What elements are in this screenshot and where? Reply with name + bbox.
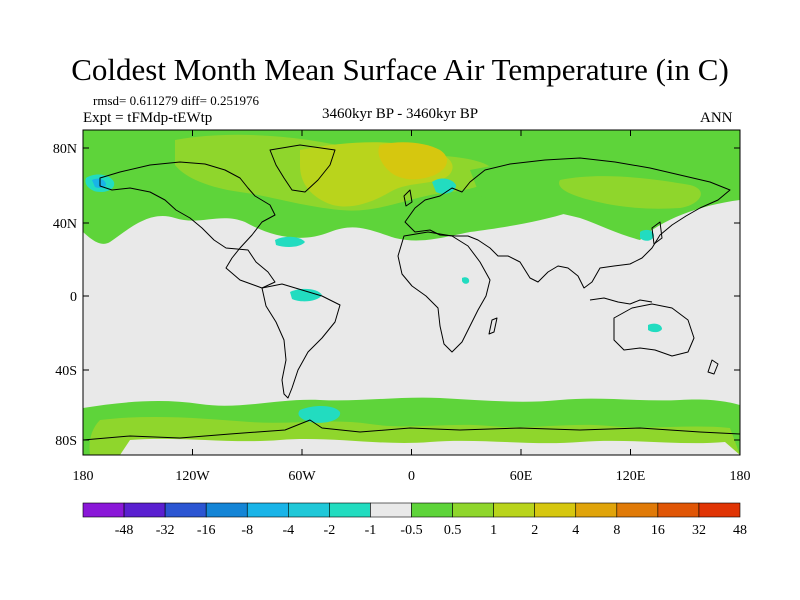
colorbar-swatch <box>205 502 248 518</box>
field-amazon-cyan <box>290 288 322 302</box>
coast-australia <box>613 303 695 357</box>
colorbar-label: -4 <box>282 523 294 538</box>
coast-newzealand <box>707 359 719 375</box>
colorbar-swatch <box>411 502 453 518</box>
lat-tick-label: 80S <box>55 434 77 449</box>
colorbar-swatch <box>452 502 494 518</box>
period-label: 3460kyr BP - 3460kyr BP <box>322 106 479 122</box>
colorbar-label: -2 <box>324 523 336 538</box>
coast-madagascar <box>488 317 498 335</box>
lat-tick-label: 0 <box>70 290 77 305</box>
colorbar-label: 2 <box>531 523 538 538</box>
coast-south-america <box>261 283 341 399</box>
colorbar-label: 4 <box>572 523 579 538</box>
field-arctic-gold <box>378 142 447 180</box>
lat-tick-label: 40N <box>53 217 77 232</box>
field-southpacific-cyan <box>298 406 341 423</box>
colorbar-swatch <box>575 502 618 518</box>
field-alaska-blue <box>92 178 106 188</box>
season-label: ANN <box>700 110 733 126</box>
coast-greenland <box>269 144 336 193</box>
lon-tick-label: 120E <box>616 469 646 484</box>
colorbar-label: 48 <box>733 523 747 538</box>
coast-north-america <box>99 161 276 289</box>
colorbar-swatch <box>370 502 412 518</box>
colorbar-label: -16 <box>197 523 216 538</box>
stats-label: rmsd= 0.611279 diff= 0.251976 <box>93 93 259 108</box>
lon-tick-label: 180 <box>730 469 751 484</box>
colorbar-label: 8 <box>613 523 620 538</box>
lon-tick-label: 180 <box>73 469 94 484</box>
colorbar-swatch <box>698 502 741 518</box>
coastlines <box>83 144 740 441</box>
field-antarctic-gray <box>120 438 740 455</box>
field-australia-cyan <box>648 323 662 333</box>
field-scandinavia-cyan <box>432 178 456 194</box>
colorbar: -48 -32 -16 -8 -4 -2 -1 -0.5 0.5 1 2 4 8 16 32 48 <box>82 502 747 538</box>
field-japan-cyan <box>640 229 654 241</box>
coast-japan <box>651 221 663 245</box>
field-asia-lime <box>559 176 701 209</box>
colorbar-label: -1 <box>365 523 377 538</box>
colorbar-swatch <box>534 502 577 518</box>
map-axes: 80N 40N 0 40S 80S 180 120W 60W 0 60E 120E 180 <box>53 130 751 484</box>
lon-tick-label: 0 <box>408 469 415 484</box>
colorbar-label: -48 <box>115 523 134 538</box>
coast-antarctica <box>83 419 740 441</box>
experiment-label: Expt = tFMdp-tEWtp <box>83 110 213 126</box>
lon-tick-label: 60E <box>510 469 533 484</box>
colorbar-label: -32 <box>156 523 175 538</box>
colorbar-swatch <box>164 502 207 518</box>
field-atlantic-cyan <box>275 236 305 247</box>
colorbar-label: 0.5 <box>444 523 462 538</box>
colorbar-swatch <box>82 502 125 518</box>
colorbar-label: 1 <box>490 523 497 538</box>
coast-eurasia <box>404 157 731 289</box>
colorbar-label: -8 <box>241 523 253 538</box>
coast-indonesia <box>589 297 653 305</box>
lat-tick-label: 80N <box>53 142 77 157</box>
colorbar-swatch <box>246 502 289 518</box>
chart-title: Coldest Month Mean Surface Air Temperatu… <box>71 52 729 87</box>
lon-tick-label: 120W <box>175 469 210 484</box>
colorbar-swatch <box>493 502 535 518</box>
colorbar-swatch <box>123 502 166 518</box>
colorbar-swatch <box>657 502 700 518</box>
lat-tick-label: 40S <box>55 364 77 379</box>
field-africa-cyan <box>462 277 470 284</box>
colorbar-label: -0.5 <box>400 523 422 538</box>
coast-africa <box>397 231 491 353</box>
colorbar-swatch <box>329 502 371 518</box>
colorbar-swatch <box>616 502 659 518</box>
lon-tick-label: 60W <box>288 469 316 484</box>
colorbar-label: 32 <box>692 523 706 538</box>
colorbar-swatch <box>288 502 330 518</box>
coast-uk <box>403 189 413 207</box>
map-field <box>83 130 740 455</box>
colorbar-label: 16 <box>651 523 665 538</box>
